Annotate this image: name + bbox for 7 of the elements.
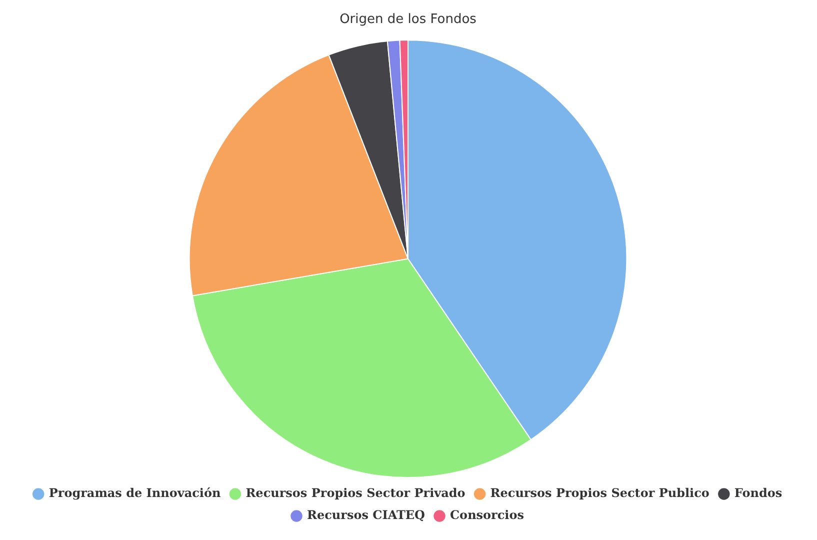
legend-label: Recursos Propios Sector Publico — [490, 486, 710, 500]
chart-title: Origen de los Fondos — [340, 12, 477, 28]
legend-label: Consorcios — [450, 508, 524, 522]
legend-label: Programas de Innovación — [48, 486, 221, 500]
legend-label: Recursos Propios Sector Privado — [246, 486, 466, 500]
legend-label: Recursos CIATEQ — [307, 508, 426, 522]
legend-label: Fondos — [734, 486, 782, 500]
